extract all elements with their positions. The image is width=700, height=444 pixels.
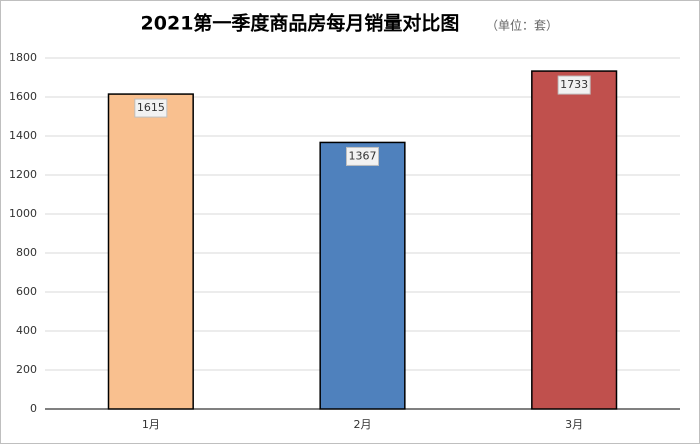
y-tick-label: 1000	[9, 207, 37, 220]
y-tick-label: 1200	[9, 168, 37, 181]
x-tick-label: 1月	[142, 418, 160, 431]
bar	[107, 93, 194, 410]
y-tick-label: 1800	[9, 51, 37, 64]
value-label-box	[134, 98, 168, 118]
bar	[319, 141, 406, 410]
value-label-box	[346, 146, 379, 166]
value-label: 1733	[560, 78, 588, 91]
y-tick-label: 200	[16, 363, 37, 376]
value-label-box	[557, 75, 591, 95]
bar	[531, 70, 618, 410]
y-tick-label: 400	[16, 324, 37, 337]
value-label: 1367	[349, 149, 377, 162]
y-tick-label: 1600	[9, 90, 37, 103]
x-tick-label: 3月	[565, 418, 583, 431]
chart-title: 2021第一季度商品房每月销量对比图	[141, 12, 460, 35]
y-tick-label: 1400	[9, 129, 37, 142]
chart-subtitle: （单位：套）	[486, 18, 558, 33]
value-label: 1615	[137, 101, 165, 114]
x-tick-label: 2月	[354, 418, 372, 431]
y-tick-label: 600	[16, 285, 37, 298]
y-tick-label: 0	[30, 402, 37, 415]
y-tick-label: 800	[16, 246, 37, 259]
